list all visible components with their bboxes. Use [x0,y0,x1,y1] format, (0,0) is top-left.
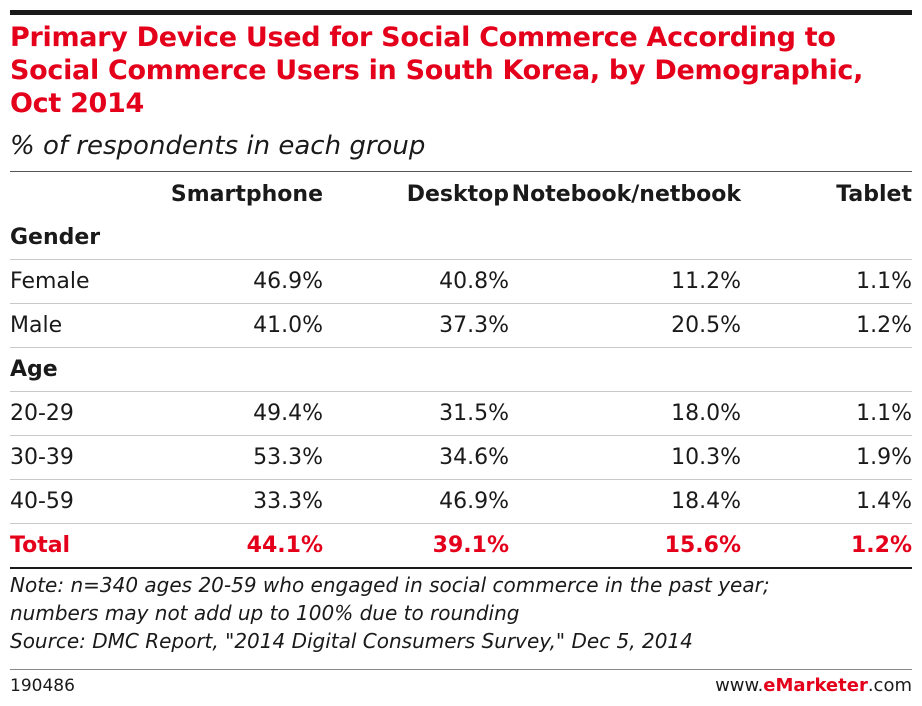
table-row-30-39-desktop-value: 34.6% [323,435,509,480]
table-row-total-notebook-value: 15.6% [509,523,741,567]
empty-cell [140,216,323,260]
empty-cell [509,216,741,260]
table-row-total-desktop-value: 39.1% [323,523,509,567]
note-block: Note: n=340 ages 20-59 who engaged in so… [10,571,915,655]
footer-rule [10,669,912,670]
corner-cell [10,172,140,216]
empty-cell [140,347,323,392]
table-row-male-label: Male [10,303,140,348]
table-row-male-tablet-value: 1.2% [741,303,912,348]
table-row-male: Male 41.0% 37.3% 20.5% 1.2% [10,303,912,348]
table-row-20-29-smartphone-value: 49.4% [140,391,323,436]
chart-subtitle: % of respondents in each group [10,131,426,161]
brand-prefix: www. [715,675,764,696]
brand-suffix: .com [867,675,912,696]
table-row-30-39: 30-39 53.3% 34.6% 10.3% 1.9% [10,435,912,480]
data-table: Smartphone Desktop Notebook/netbook Tabl… [10,172,912,567]
table-row-20-29-tablet-value: 1.1% [741,391,912,436]
column-header-row: Smartphone Desktop Notebook/netbook Tabl… [10,172,912,216]
table-row-40-59-desktop-value: 46.9% [323,479,509,524]
group-header-gender: Gender [10,216,912,260]
table-bottom-rule [10,567,912,569]
top-rule [10,10,912,15]
table-row-total-tablet-value: 1.2% [741,523,912,567]
column-header-notebook: Notebook/netbook [511,181,741,207]
column-header-smartphone: Smartphone [170,181,323,207]
table-row-female-desktop-value: 40.8% [323,259,509,304]
table-row-30-39-smartphone-value: 53.3% [140,435,323,480]
chart-id: 190486 [10,676,75,696]
empty-cell [741,347,912,392]
note-line: numbers may not add up to 100% due to ro… [10,601,520,625]
table-row-30-39-tablet-value: 1.9% [741,435,912,480]
table-row-male-desktop-value: 37.3% [323,303,509,348]
table-row-total-label: Total [10,523,140,567]
table-row-30-39-label: 30-39 [10,435,140,480]
note-line: Note: n=340 ages 20-59 who engaged in so… [10,573,770,597]
table-row-40-59-tablet-value: 1.4% [741,479,912,524]
empty-cell [323,347,509,392]
table-row-20-29-desktop-value: 31.5% [323,391,509,436]
table-row-20-29-notebook-value: 18.0% [509,391,741,436]
group-header-age-label: Age [10,347,140,392]
table-row-40-59-smartphone-value: 33.3% [140,479,323,524]
group-header-age: Age [10,347,912,392]
data-table-body: Smartphone Desktop Notebook/netbook Tabl… [10,172,912,567]
column-header-tablet: Tablet [836,181,912,207]
table-row-20-29-label: 20-29 [10,391,140,436]
empty-cell [509,347,741,392]
table-row-female-notebook-value: 11.2% [509,259,741,304]
table-row-40-59-notebook-value: 18.4% [509,479,741,524]
table-row-40-59: 40-59 33.3% 46.9% 18.4% 1.4% [10,479,912,524]
source-line: Source: DMC Report, "2014 Digital Consum… [10,629,693,653]
brand-name: eMarketer [763,675,868,696]
empty-cell [323,216,509,260]
table-row-30-39-notebook-value: 10.3% [509,435,741,480]
brand-logo[interactable]: www.eMarketer.com [715,675,912,696]
header-rule [10,171,912,172]
table-row-female-label: Female [10,259,140,304]
group-header-gender-label: Gender [10,225,101,250]
table-row-female-tablet-value: 1.1% [741,259,912,304]
table-row-male-smartphone-value: 41.0% [140,303,323,348]
table-row-male-notebook-value: 20.5% [509,303,741,348]
table-row-total: Total 44.1% 39.1% 15.6% 1.2% [10,523,912,567]
empty-cell [741,216,912,260]
chart-title: Primary Device Used for Social Commerce … [10,22,864,119]
table-row-female: Female 46.9% 40.8% 11.2% 1.1% [10,259,912,304]
table-row-total-smartphone-value: 44.1% [140,523,323,567]
column-header-desktop: Desktop [406,181,509,207]
table-row-20-29: 20-29 49.4% 31.5% 18.0% 1.1% [10,391,912,436]
table-row-40-59-label: 40-59 [10,479,140,524]
table-row-female-smartphone-value: 46.9% [140,259,323,304]
